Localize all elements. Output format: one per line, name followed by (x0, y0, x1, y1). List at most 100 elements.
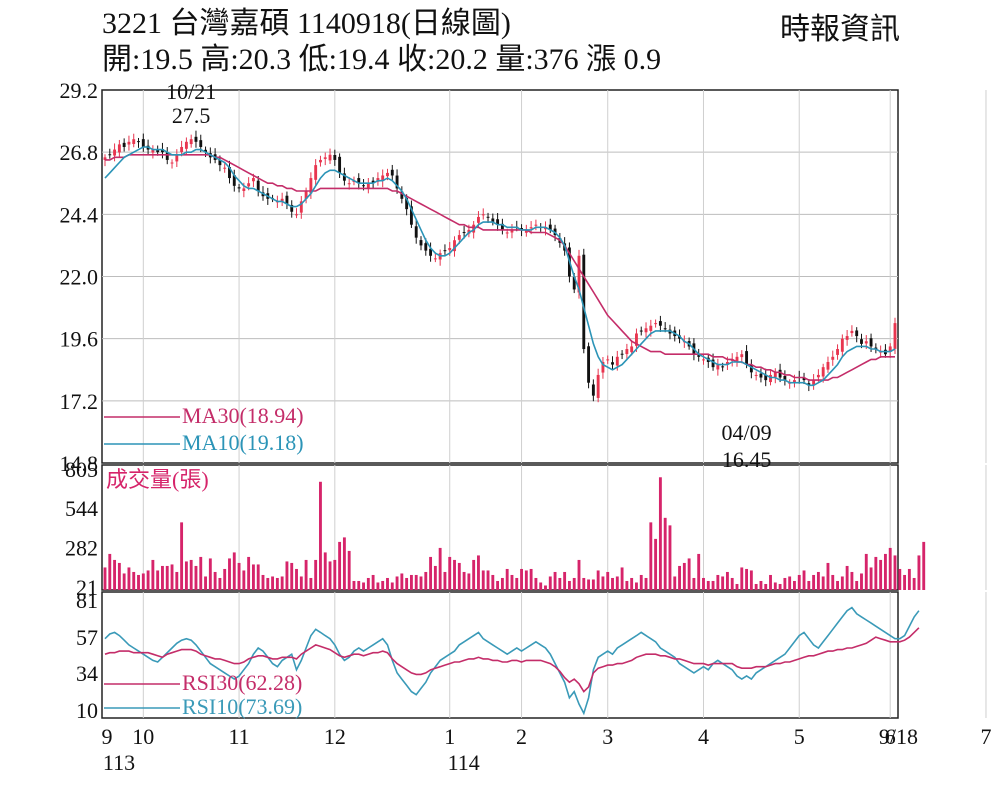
candle-body (237, 187, 241, 189)
volume-bar (639, 574, 643, 590)
candle-body (137, 141, 140, 143)
candle-body (180, 146, 184, 153)
candle-body (108, 154, 112, 156)
volume-bar (266, 577, 270, 590)
volume-bar (682, 562, 686, 590)
volume-bar (146, 570, 150, 590)
candlesticks (103, 130, 897, 403)
volume-bar (491, 574, 495, 590)
volume-bar (271, 576, 275, 590)
volume-bar (826, 562, 830, 590)
candle-body (390, 169, 394, 176)
annotation-date: 04/09 (722, 420, 772, 445)
candle-body (433, 258, 437, 260)
candle-body (481, 214, 485, 216)
candle-body (596, 374, 600, 398)
month-label: 6 (885, 724, 896, 749)
volume-bar (424, 571, 428, 590)
candle-body (151, 149, 155, 153)
volume-bar (141, 573, 145, 590)
volume-bar (409, 574, 413, 590)
volume-bar (208, 558, 212, 590)
volume-bar (232, 552, 236, 590)
candle-body (472, 224, 476, 233)
volume-bar (161, 565, 164, 590)
volume-bar (534, 577, 538, 590)
candle-body (826, 361, 830, 370)
candle-body (721, 366, 725, 368)
month-label: 4 (698, 724, 709, 749)
volume-tick-label: 282 (65, 536, 98, 561)
candle-body (893, 323, 897, 349)
volume-bar (778, 583, 782, 590)
volume-bar (376, 582, 380, 590)
candle-body (630, 346, 634, 353)
candle-body (548, 224, 552, 230)
candle-body (625, 349, 629, 355)
candle-body (649, 325, 653, 331)
candle-body (754, 374, 758, 376)
volume-bar (548, 576, 552, 590)
volume-bar (692, 577, 696, 590)
volume-bar (228, 558, 231, 590)
volume-bar (711, 580, 715, 590)
volume-bar (582, 577, 586, 590)
candle-body (204, 149, 207, 153)
candle-body (194, 136, 198, 142)
volume-bar (869, 567, 873, 590)
volume-bar (917, 555, 921, 590)
volume-bar (754, 583, 758, 590)
volume-bar (702, 577, 705, 590)
volume-bar (419, 576, 423, 590)
volume-bar (242, 570, 246, 590)
volume-bar (883, 553, 887, 590)
volume-bar (563, 571, 567, 590)
volume-bar (342, 537, 346, 590)
axis-labels: 29.2 26.8 24.4 22.0 19.6 17.2 14.8 MA30(18.94)M… (60, 78, 992, 775)
price-tick-label: 17.2 (60, 389, 99, 414)
volume-bar (194, 565, 198, 590)
volume-bar (544, 585, 547, 590)
rsi10-legend-label: RSI10(73.69) (182, 694, 302, 719)
candle-body (247, 183, 251, 187)
volume-bar (749, 570, 753, 590)
volume-bar (630, 577, 634, 590)
candle-body (362, 185, 365, 187)
candle-body (165, 152, 169, 160)
volume-tick-label: 805 (65, 457, 98, 482)
candle-body (611, 362, 614, 365)
volume-bar (831, 574, 835, 590)
candle-body (769, 374, 772, 383)
candle-body (845, 336, 849, 340)
candle-body (778, 369, 782, 378)
price-tick-label: 22.0 (60, 265, 99, 290)
candle-body (572, 276, 576, 290)
rsi30-legend-label: RSI30(62.28) (182, 670, 302, 695)
candle-body (170, 162, 174, 164)
candle-body (601, 361, 605, 373)
volume-bar (151, 559, 155, 590)
candle-body (309, 178, 313, 194)
candle-body (175, 154, 179, 162)
ma30-line (105, 154, 895, 381)
volume-bar (213, 571, 217, 590)
candle-body (860, 339, 863, 344)
volume-bar (730, 577, 734, 590)
candle-body (462, 232, 466, 234)
volume-bar (716, 574, 720, 590)
volume-bar (309, 577, 313, 590)
volume-bar (764, 583, 768, 590)
volume-bar (457, 562, 461, 590)
candle-body (524, 229, 528, 233)
volume-bar (429, 556, 433, 590)
candle-body (606, 359, 610, 361)
candle-body (122, 142, 126, 147)
volume-panel-frame (101, 464, 899, 591)
volume-bar (625, 580, 629, 590)
candle-body (366, 183, 370, 188)
candle-body (223, 167, 227, 169)
month-label: 5 (794, 724, 805, 749)
candle-body (869, 338, 873, 347)
volume-bar (285, 561, 289, 590)
